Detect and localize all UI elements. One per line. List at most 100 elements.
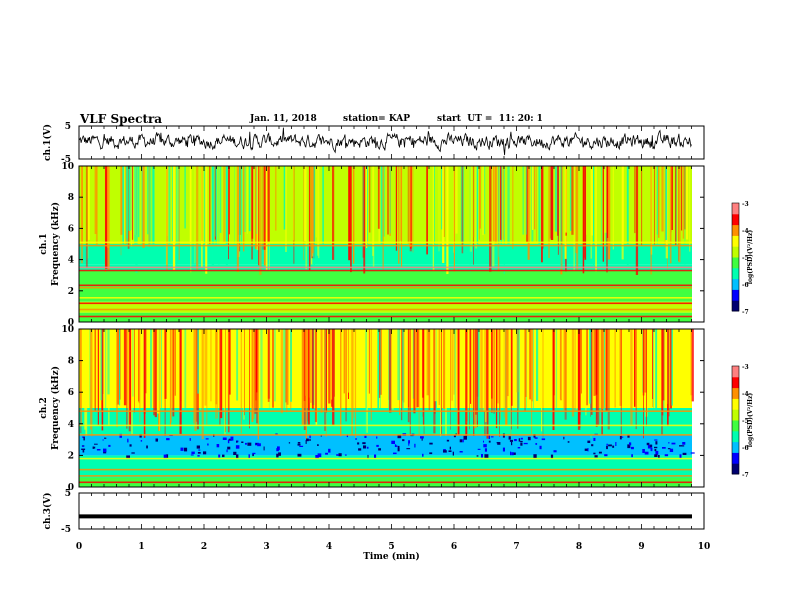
- spectrogram-streak: [225, 166, 228, 269]
- spectrogram-speck: [94, 443, 98, 445]
- spectrogram-streak: [234, 166, 235, 255]
- spectrogram-streak: [201, 166, 203, 241]
- spectrogram-streak: [662, 329, 665, 401]
- spectrogram-streak: [80, 329, 82, 424]
- spectrogram-streak: [128, 329, 131, 432]
- spectrogram-streak: [106, 166, 110, 248]
- spectrogram-streak: [564, 329, 567, 420]
- x-tick-label: 5: [388, 542, 394, 552]
- spectrogram-band: [79, 301, 692, 313]
- spectrogram-speck: [197, 455, 200, 457]
- spectrogram-speck: [278, 452, 281, 456]
- spectrogram-speck: [429, 452, 433, 455]
- spectrogram-speck: [535, 443, 538, 445]
- spectrogram-streak: [497, 329, 499, 404]
- y-tick-label: 0: [68, 483, 74, 493]
- spectrogram-streak: [527, 166, 530, 260]
- spectrogram-line: [79, 308, 692, 311]
- spectrogram-streak: [434, 329, 437, 402]
- spectrogram-speck: [394, 444, 397, 447]
- spectrogram-speck: [642, 449, 645, 453]
- spectrogram-streak: [372, 166, 374, 256]
- spectrogram-speck: [165, 454, 169, 458]
- y-tick-label: 8: [68, 193, 74, 203]
- spectrogram-streak: [409, 329, 411, 436]
- spectrogram-streak: [483, 329, 486, 412]
- spectrogram-streak: [89, 329, 91, 429]
- spectrogram-streak: [241, 166, 243, 252]
- spectrogram-speck: [452, 451, 454, 456]
- spectrogram-streak: [135, 166, 138, 273]
- spectrogram-speck: [553, 450, 557, 453]
- spectrogram-speck: [514, 439, 517, 442]
- spectrogram-speck: [654, 449, 657, 452]
- spectrogram-streak: [395, 166, 398, 251]
- spectrogram-streak: [305, 166, 308, 270]
- spectrogram-streak: [81, 166, 83, 242]
- spectrogram-speck: [669, 448, 674, 452]
- spectrogram-streak: [126, 329, 128, 429]
- spectrogram-speck: [222, 454, 225, 458]
- y-axis-label: ch.2: [39, 397, 49, 418]
- spectrogram-streak: [407, 166, 409, 244]
- spectrogram-streak: [443, 329, 446, 409]
- spectrogram-streak: [479, 166, 480, 240]
- spectrogram-speck: [591, 444, 594, 447]
- colorbar-tick-label: -3: [742, 201, 749, 208]
- spectrogram-line: [79, 434, 692, 436]
- spectrogram-streak: [607, 329, 610, 430]
- spectrogram-speck: [364, 435, 367, 438]
- spectrogram-streak: [285, 329, 287, 403]
- spectrogram-speck: [534, 437, 538, 439]
- spectrogram-streak: [461, 166, 464, 254]
- spectrogram-streak: [473, 329, 475, 436]
- spectrogram-speck: [397, 434, 402, 439]
- spectrogram-streak: [686, 166, 689, 240]
- spectrogram-streak: [473, 166, 474, 265]
- spectrogram-streak: [196, 166, 199, 270]
- spectrogram-speck: [488, 435, 490, 439]
- spectrogram-speck: [587, 440, 591, 443]
- spectrogram-streak: [586, 166, 587, 235]
- spectrogram-streak: [116, 329, 119, 405]
- colorbar-tick-label: -5: [742, 418, 749, 425]
- spectrogram-speck: [502, 447, 505, 452]
- spectrogram-streak: [495, 329, 498, 429]
- colorbar-cell: [732, 224, 739, 236]
- spectrogram-streak: [305, 329, 307, 439]
- spectrogram-streak: [402, 329, 404, 431]
- spectrogram-streak: [560, 166, 562, 270]
- spectrogram-streak: [120, 166, 122, 256]
- spectrogram-speck: [378, 448, 381, 451]
- colorbar-cell: [732, 213, 739, 226]
- spectrogram-streak: [502, 166, 504, 240]
- spectrogram-streak: [240, 329, 242, 434]
- spectrogram-streak: [479, 166, 481, 229]
- spectrogram-speck: [320, 435, 322, 437]
- spectrogram-speck: [520, 440, 523, 443]
- spectrogram-speck: [604, 454, 608, 457]
- spectrogram-streak: [602, 166, 604, 262]
- spectrogram-speck: [189, 438, 191, 441]
- spectrogram-streak: [571, 329, 575, 417]
- spectrogram-streak: [536, 166, 537, 242]
- colorbar-tick-label: -3: [742, 364, 749, 371]
- spectrogram-streak: [438, 329, 441, 405]
- spectrogram-speck: [510, 451, 512, 456]
- spectrogram-streak: [184, 166, 186, 229]
- spectrogram-speck: [305, 440, 307, 444]
- spectrogram-speck: [593, 452, 596, 455]
- spectrogram-streak: [334, 329, 335, 397]
- spectrogram-streak: [348, 166, 351, 261]
- spectrogram-streak: [274, 329, 276, 402]
- spectrogram-streak: [246, 166, 248, 234]
- spectrogram-speck: [584, 448, 588, 451]
- spectrogram-streak: [308, 329, 310, 398]
- spectrogram-streak: [643, 329, 644, 439]
- spectrogram-streak: [366, 166, 368, 248]
- spectrogram-streak: [256, 166, 259, 251]
- spectrogram-speck: [606, 443, 608, 446]
- spectrogram-streak: [664, 166, 666, 248]
- spectrogram-speck: [483, 440, 484, 443]
- y-axis-label: ch.1(V): [42, 124, 53, 161]
